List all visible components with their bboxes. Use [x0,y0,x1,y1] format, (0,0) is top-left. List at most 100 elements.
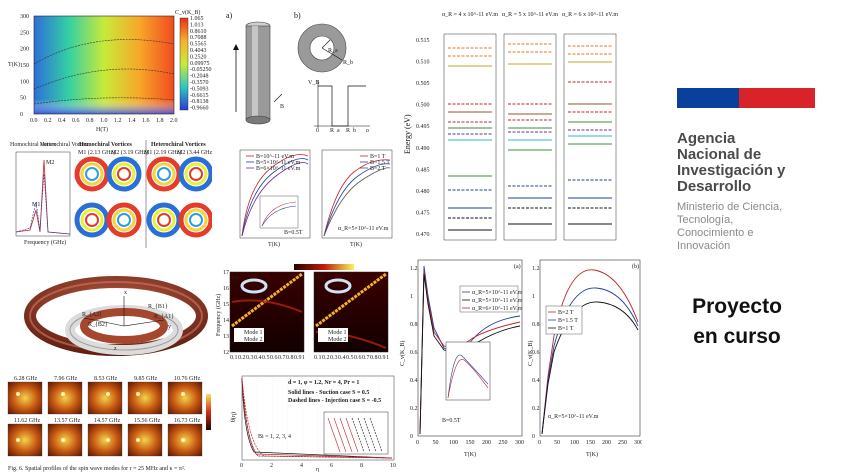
heatmap-xtick: 1.0 [100,118,108,124]
energy-ytick: 0.485 [416,167,430,173]
spectrum-xtick: 1 [386,355,389,361]
vortex-mode-label: M1 (2.19 GHz) [144,149,181,156]
flow-xtick: 8 [360,463,363,469]
energy-ytick: 0.470 [416,232,430,238]
heatmap-colorbar-tick: 0.7088 [190,35,207,41]
spectrum-xtick: 0.9 [378,355,386,361]
spinwave-caption: Fig. 6. Spatial profiles of the spin wav… [8,465,186,472]
specific-heat-figure: (a) (b) C_v(K_B) C_v(K_B) T(K) T(K) B=0.… [398,256,642,462]
vortex-ring-inner [80,162,104,186]
heatmap-colorbar-tick: 0.4043 [190,48,207,54]
heat-x-ticks: 0 0 50 50 100 100 150 150 200 200 250 250 300 300 [416,440,642,446]
heat-xtick: 50 [433,440,439,446]
ring-label: R_{A2} [82,312,102,318]
energy-ytick: 0.475 [416,210,430,216]
spinwave-hotspot [181,392,185,396]
vortex-core [85,213,99,227]
energy-column-title: α_R = 6 x 10^-11 eV.m [562,12,618,18]
spectrum-xtick: 0.5 [346,355,354,361]
spectrum-xtick: 0.8 [370,355,378,361]
nanotube-axis-label: R_a [330,128,340,132]
heat-legend-text: B=1 T [558,326,574,332]
ring-label: R_{A1} [154,314,174,320]
heat-legend-text: α_R=5×10^-11 eV.m [472,290,523,296]
heat-xtick: 300 [634,440,642,446]
curves-legend-text: B=1.5 T [370,160,390,166]
heat-xtick: 0 [538,440,541,446]
heatmap-colorbar-tick: -0.8138 [190,99,209,105]
vortex-core [85,167,99,181]
nanotube-axis-labels: 0 R_a R_b ρ [316,128,369,132]
heat-xtick: 200 [602,440,611,446]
spinwave-freq: 10.76 GHz [174,376,201,382]
vortex-xlabel: Frequency (GHz) [24,239,66,246]
heatmap-colorbar-tick: -0.5093 [190,86,209,92]
spectrum-ytick: 16 [223,286,229,292]
vortex-peak-m2: M2 [46,160,54,166]
heat-xtick: 200 [482,440,491,446]
vortex-figure: Homochiral Vortex Heterochiral Vortex M1… [6,140,212,248]
spectrum-ytick: 13 [223,334,229,340]
heatmap-xtick: 2.0 [170,118,178,124]
spinwave-hotspot [61,438,65,442]
spectrum-legend-2: Mode 2 [244,337,263,343]
spectrum-xtick: 0.3 [246,355,254,361]
vortex-ring-inner [184,208,208,232]
vortex-core [117,213,131,227]
curves-note-right: α_R=5×10^-11 eV.m [338,226,389,232]
spinwave-figure: 6.28 GHz 7.96 GHz 8.53 GHz 9.85 GHz 10.76 GH… [4,372,222,472]
heat-legend-a: α_R=5×10^-11 eV.m α_R=5×10^-11 eV.m α_R=6×… [459,285,523,313]
heatmap-colorbar-tick: -0.3570 [190,80,209,86]
heat-note-a: B=0.5T [442,418,461,424]
heat-ytick: 0.8 [410,322,418,328]
heatmap-ytick: 100 [20,79,29,85]
spectrum-ytick: 15 [223,302,229,308]
vortex-ring [178,156,212,192]
energy-ylabel: Energy (eV) [403,114,412,154]
heat-ytick: 0.8 [532,322,540,328]
heatmap-ytick: 200 [20,47,29,53]
energy-ytick: 0.505 [416,81,430,87]
spectrum-xtick: 0.6 [270,355,278,361]
flow-ylabel: θ(η) [230,412,237,422]
heat-xtick: 50 [554,440,560,446]
curves-legend-text: B=1 T [370,154,386,160]
curves-xlabel-right: T(K) [350,241,362,248]
heat-ytick: 0.2 [532,406,540,412]
spinwave-freq: 8.53 GHz [94,376,118,382]
energy-ytick: 0.500 [416,103,430,109]
heatmap-colorbar-tick: 0.09975 [190,61,210,67]
spectrum-figure: Mode 1 Mode 2 Mode 1 Mode 2 (a) (b) Freq… [214,262,392,364]
heat-legend-b: B=2 T B=1.5 T B=1 T [545,305,583,335]
flow-xlabel: η [316,467,319,472]
vortex-mode-labels: M1 (2.13 GHz)M2 (3.19 GHz)M1 (2.19 GHz)M… [78,149,212,156]
nanotube-b-arrow: B [280,104,284,110]
curves-figure: B=10^-11 eV.m B=5×10^-11 eV.m B=6×10^-11 e… [226,146,396,248]
nanotube-vb: V_B [308,80,319,86]
spinwave-freq: 6.28 GHz [14,376,38,382]
energy-ytick: 0.495 [416,124,430,130]
heat-ytick: 1 [532,294,535,300]
heatmap-colorbar-tick: -0.9660 [190,106,209,112]
flow-xtick: 6 [330,463,333,469]
spinwave-hotspot [61,392,65,396]
vortex-ring-grid [74,156,212,238]
ministry-name: Ministerio de Ciencia, Tecnología, Conoc… [677,201,783,252]
vortex-ring-inner [112,162,136,186]
flow-figure: d = 1, φ = 1.2, Nr = 4, Pr = 1 Solid lin… [228,372,396,472]
spinwave-freq: 15.56 GHz [134,418,161,424]
spectrum-xtick: 0.4 [254,355,262,361]
heat-xlabel-a: T(K) [464,451,476,458]
spectrum-legend-1: Mode 1 [244,330,263,336]
vortex-ring-inner [80,208,104,232]
spectrum-xtick: 0.1 [230,355,238,361]
heat-xtick: 300 [515,440,524,446]
vortex-legend-2: Heterochiral Vortex [40,142,87,148]
heat-xtick: 250 [618,440,627,446]
heatmap-colorbar-tick: -0.05250 [190,67,212,73]
vortex-legend-1: Homochiral Vortex [10,142,56,148]
energy-figure: Energy (eV) α_R = 4 x 10^-11 eV.m α_R = 5… [398,4,642,246]
ring-label: R_{B1} [148,304,168,310]
heat-ytick: 0 [532,434,535,440]
spinwave-hotspot [16,392,20,396]
